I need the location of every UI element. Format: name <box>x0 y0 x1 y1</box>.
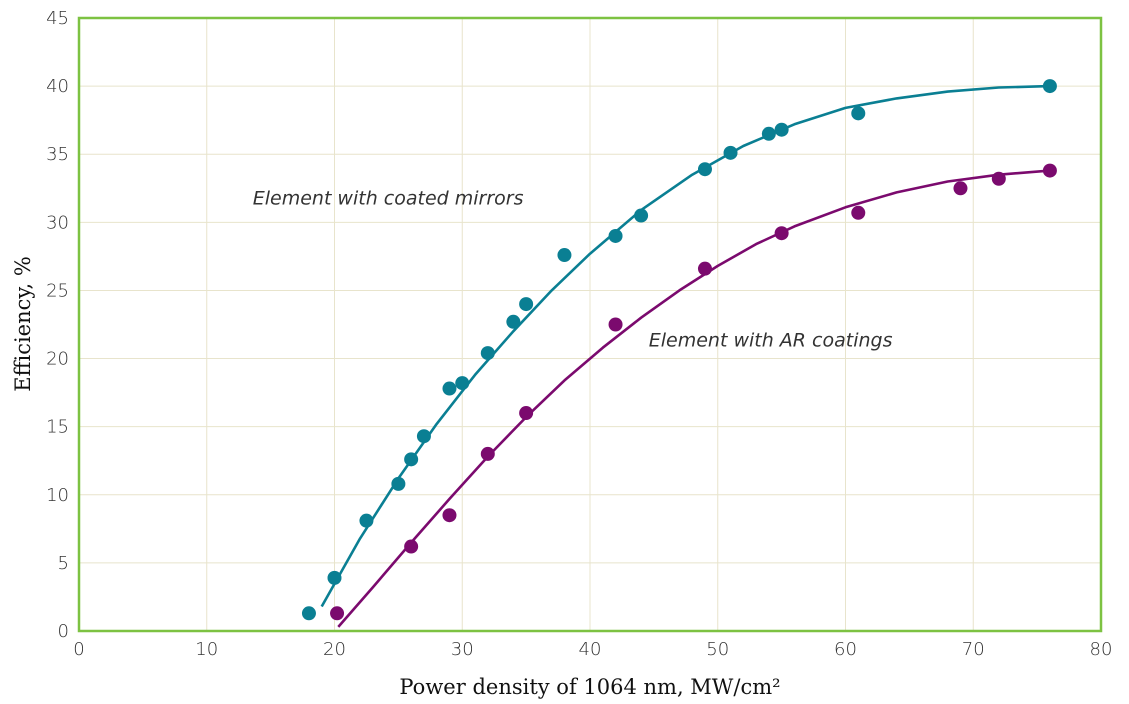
point-coated-mirrors <box>480 346 495 361</box>
fit-curve-ar-coatings <box>337 169 1051 628</box>
point-coated-mirrors <box>391 476 406 491</box>
point-coated-mirrors <box>301 606 316 621</box>
grid <box>79 18 1101 631</box>
point-coated-mirrors <box>455 376 470 391</box>
point-coated-mirrors <box>506 314 521 329</box>
point-coated-mirrors <box>327 570 342 585</box>
x-tick-label: 70 <box>962 639 985 660</box>
x-tick-label: 20 <box>323 639 346 660</box>
y-tick-label: 10 <box>46 485 69 506</box>
point-coated-mirrors <box>1042 79 1057 94</box>
y-tick-label: 20 <box>46 349 69 370</box>
fit-curves <box>320 84 1051 628</box>
x-tick-label: 30 <box>451 639 474 660</box>
x-tick-label: 10 <box>195 639 218 660</box>
point-coated-mirrors <box>519 297 534 312</box>
point-coated-mirrors <box>359 513 374 528</box>
point-ar-coatings <box>442 508 457 523</box>
x-tick-label: 60 <box>834 639 857 660</box>
point-ar-coatings <box>608 317 623 332</box>
y-tick-label: 30 <box>46 212 69 233</box>
data-points <box>301 79 1057 621</box>
point-ar-coatings <box>774 226 789 241</box>
point-ar-coatings <box>519 406 534 421</box>
y-tick-label: 25 <box>46 280 69 301</box>
annotation-coated-mirrors: Element with coated mirrors <box>253 188 524 210</box>
point-coated-mirrors <box>404 452 419 467</box>
point-coated-mirrors <box>608 228 623 243</box>
y-tick-label: 45 <box>46 8 69 29</box>
y-tick-label: 15 <box>46 417 69 438</box>
annotation-ar-coatings: Element with AR coatings <box>649 329 893 351</box>
point-coated-mirrors <box>774 122 789 137</box>
y-tick-label: 35 <box>46 144 69 165</box>
x-axis-title: Power density of 1064 nm, MW/cm² <box>399 675 780 699</box>
x-tick-label: 40 <box>579 639 602 660</box>
plot-frame <box>77 16 1103 633</box>
point-coated-mirrors <box>634 208 649 223</box>
point-ar-coatings <box>404 539 419 554</box>
x-tick-label: 0 <box>73 639 84 660</box>
point-ar-coatings <box>480 446 495 461</box>
point-coated-mirrors <box>442 381 457 396</box>
point-coated-mirrors <box>761 126 776 141</box>
x-tick-label: 80 <box>1090 639 1113 660</box>
point-ar-coatings <box>991 171 1006 186</box>
point-coated-mirrors <box>851 106 866 121</box>
point-ar-coatings <box>697 261 712 276</box>
point-coated-mirrors <box>557 248 572 263</box>
y-tick-label: 40 <box>46 76 69 97</box>
y-tick-label: 0 <box>58 621 69 642</box>
point-coated-mirrors <box>697 162 712 177</box>
point-ar-coatings <box>851 205 866 220</box>
x-tick-label: 50 <box>706 639 729 660</box>
tick-labels: 0 10 20 30 40 50 60 70 80 0 5 10 15 20 25 30 35 40 45 <box>46 8 1112 660</box>
point-coated-mirrors <box>723 145 738 160</box>
y-axis-title: Efficiency, % <box>11 256 35 392</box>
point-ar-coatings <box>330 606 345 621</box>
point-ar-coatings <box>1042 163 1057 178</box>
point-coated-mirrors <box>416 429 431 444</box>
point-ar-coatings <box>953 181 968 196</box>
annotations: Element with coated mirrors Element with … <box>253 188 893 352</box>
y-tick-label: 5 <box>58 553 69 574</box>
